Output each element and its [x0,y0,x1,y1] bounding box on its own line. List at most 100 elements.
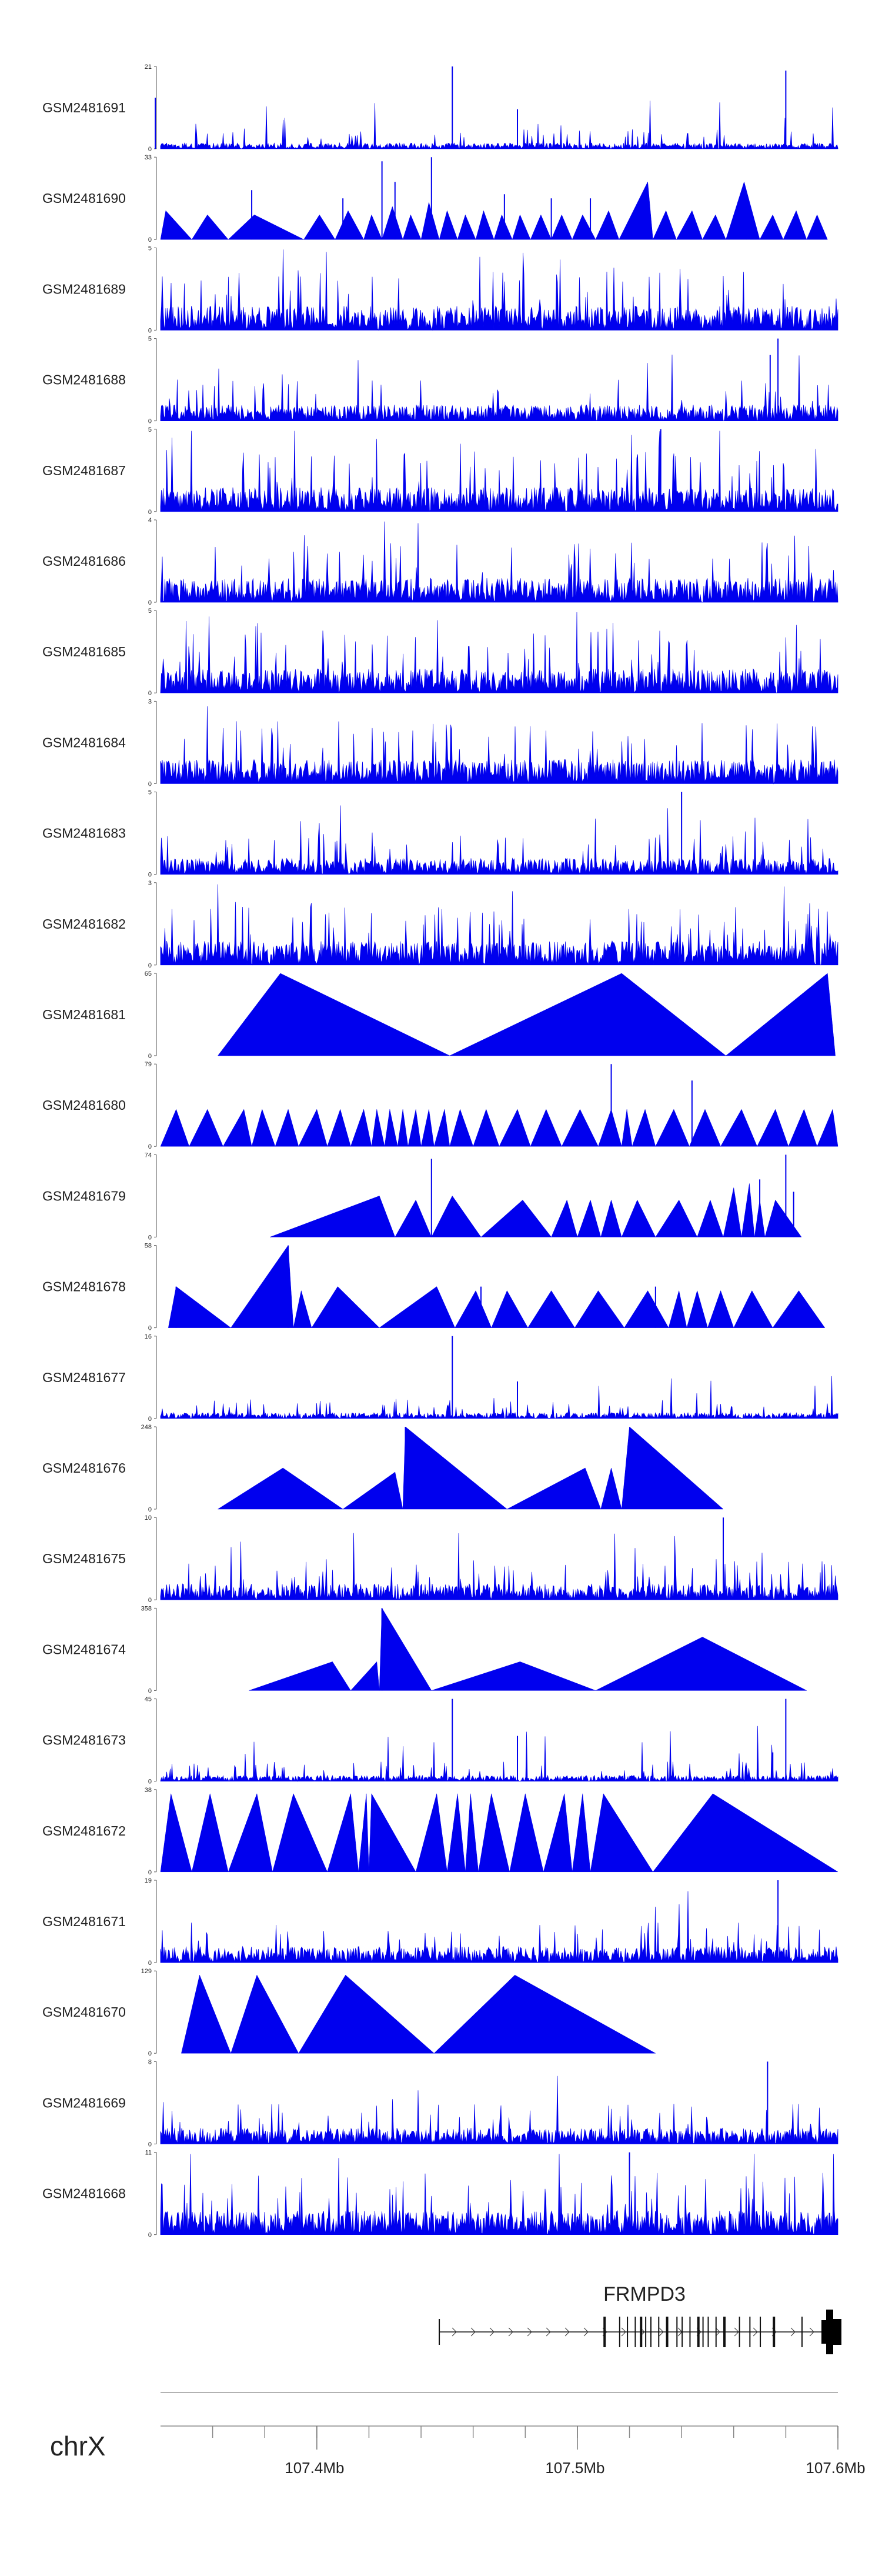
y-max-label: 5 [148,426,152,433]
strand-arrow [734,2327,739,2337]
coverage-area [160,884,838,966]
strand-arrow [564,2327,570,2337]
gene-exon [634,2317,636,2347]
gene-exon [658,2317,660,2347]
track-GSM2481676: GSM2481676 248 0 [42,1424,724,1513]
coverage-area [160,1891,838,1963]
track-label: GSM2481679 [42,1188,126,1203]
track-GSM2481690: GSM2481690 33 0 [42,154,828,243]
track-GSM2481687: GSM2481687 5 0 [42,426,838,516]
coverage-area [249,1607,807,1691]
coverage-tracks: GSM2481691210GSM2481690330GSM248168950GS… [42,64,838,2239]
coverage-area [160,354,838,422]
y-min-label: 0 [148,1416,152,1423]
gene-exon [702,2317,704,2347]
track-GSM2481673: GSM2481673 45 0 [42,1696,838,1786]
y-max-label: 65 [145,970,152,977]
y-min-label: 0 [148,872,152,879]
coverage-area [160,249,838,331]
coverage-area [160,1376,838,1420]
gene-exon [723,2317,726,2347]
coverage-area [181,1974,656,2054]
track-GSM2481682: GSM2481682 3 0 [42,880,838,969]
coverage-area [160,2154,838,2235]
track-label: GSM2481689 [42,281,126,296]
y-min-label: 0 [148,509,152,516]
track-label: GSM2481669 [42,2095,126,2110]
track-GSM2481672: GSM2481672 38 0 [42,1787,838,1876]
y-max-label: 248 [141,1424,152,1431]
y-max-label: 33 [145,154,152,161]
y-max-label: 58 [145,1243,152,1250]
y-min-label: 0 [148,962,152,969]
track-label: GSM2481688 [42,372,126,388]
track-label: GSM2481673 [42,1733,126,1748]
track-label: GSM2481678 [42,1279,126,1294]
y-max-label: 79 [145,1061,152,1068]
y-max-label: 5 [148,608,152,615]
gene-exon [676,2317,678,2347]
coverage-area [160,1109,838,1147]
track-GSM2481681: GSM2481681 65 0 [42,970,836,1060]
coverage-area [160,1726,838,1782]
strand-arrow [715,2327,720,2337]
track-GSM2481677: GSM2481677 16 0 [42,1333,838,1423]
coverage-area [270,1183,802,1238]
strand-arrow [508,2327,513,2337]
coverage-area [160,612,838,693]
axis-tick-label: 107.4Mb [285,2459,344,2477]
coverage-area [160,2076,838,2145]
track-GSM2481678: GSM2481678 58 0 [42,1243,826,1332]
strand-arrow [753,2327,758,2337]
track-GSM2481688: GSM2481688 5 0 [42,336,838,425]
y-max-label: 5 [148,336,152,343]
y-max-label: 5 [148,245,152,252]
y-max-label: 11 [145,2150,152,2157]
axis-tick-label: 107.5Mb [545,2459,604,2477]
coverage-area [160,1533,838,1600]
track-GSM2481670: GSM2481670 129 0 [42,1968,656,2057]
gene-exon [627,2317,629,2347]
strand-arrow [452,2327,457,2337]
strand-arrow [621,2327,626,2337]
track-GSM2481671: GSM2481671 19 0 [42,1877,838,1967]
gene-exon [760,2317,761,2347]
track-label: GSM2481670 [42,2004,126,2020]
y-min-label: 0 [148,327,152,334]
track-label: GSM2481684 [42,735,126,750]
y-min-label: 0 [148,1778,152,1786]
coverage-area [217,1426,724,1510]
track-GSM2481680: GSM2481680 79 0 [42,1061,838,1150]
gene-track: FRMPD3 [439,2283,841,2354]
y-min-label: 0 [148,599,152,606]
y-min-label: 0 [148,418,152,425]
track-label: GSM2481677 [42,1370,126,1385]
y-min-label: 0 [148,1687,152,1694]
coverage-area [160,101,838,150]
y-min-label: 0 [148,1869,152,1876]
track-GSM2481683: GSM2481683 5 0 [42,789,838,879]
y-max-label: 8 [148,2058,152,2066]
strand-arrow [809,2327,814,2337]
track-label: GSM2481683 [42,826,126,841]
coverage-area [160,706,838,785]
gene-label: FRMPD3 [603,2283,686,2305]
y-max-label: 10 [145,1514,152,1521]
y-min-label: 0 [148,1143,152,1150]
y-max-label: 3 [148,698,152,705]
strand-arrow [489,2327,495,2337]
gene-exon [640,2317,643,2347]
y-max-label: 5 [148,789,152,796]
y-min-label: 0 [148,780,152,788]
y-min-label: 0 [148,1053,152,1060]
track-GSM2481689: GSM2481689 5 0 [42,245,838,334]
gene-exon [681,2317,683,2347]
strand-arrow [546,2327,551,2337]
track-label: GSM2481682 [42,916,126,932]
track-GSM2481691: GSM2481691 21 0 [42,64,838,153]
y-min-label: 0 [148,2232,152,2239]
track-GSM2481679: GSM2481679 74 0 [42,1152,802,1241]
coverage-area [160,805,838,875]
y-max-label: 38 [145,1787,152,1794]
